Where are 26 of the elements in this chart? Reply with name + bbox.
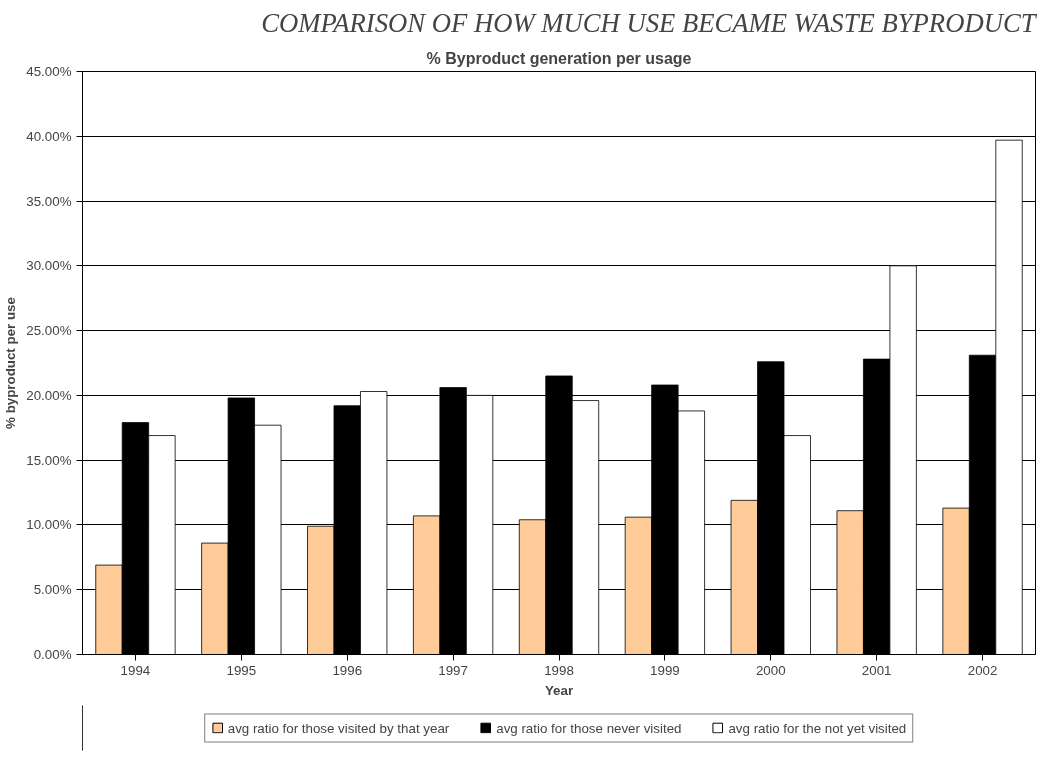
x-axis-title: Year [544, 682, 574, 698]
x-tick-label: 1996 [332, 662, 363, 678]
y-tick-label: 20.00% [26, 387, 72, 403]
chart-subtitle: % Byproduct generation per usage [426, 49, 692, 67]
y-axis-title: % byproduct per use [3, 297, 19, 429]
y-tick-label: 40.00% [26, 128, 72, 144]
x-tick-label: 2002 [967, 662, 998, 678]
x-tick-label: 1997 [438, 662, 468, 678]
x-tick-label: 1998 [544, 662, 574, 678]
x-tick-label: 2001 [861, 662, 892, 678]
y-tick-label: 25.00% [26, 323, 72, 339]
y-tick-label: 10.00% [26, 517, 72, 533]
y-tick-label: 45.00% [26, 64, 72, 79]
x-tick-label: 1999 [650, 662, 680, 678]
y-tick-label: 15.00% [26, 452, 72, 468]
y-tick-label: 5.00% [33, 582, 72, 598]
y-tick-label: 35.00% [26, 193, 72, 209]
legend-label: avg ratio for those visited by that year [227, 720, 450, 735]
legend-label: avg ratio for the not yet visited [728, 720, 907, 735]
legend-label: avg ratio for those never visited [496, 720, 682, 735]
x-tick-label: 2000 [755, 662, 786, 678]
x-tick-label: 1994 [120, 662, 151, 678]
y-tick-label: 30.00% [26, 258, 72, 274]
x-tick-label: 1995 [226, 662, 257, 678]
y-tick-label: 0.00% [33, 647, 72, 662]
chart-title: COMPARISON OF HOW MUCH USE BECAME WASTE BYPRODUCT [261, 7, 1038, 38]
